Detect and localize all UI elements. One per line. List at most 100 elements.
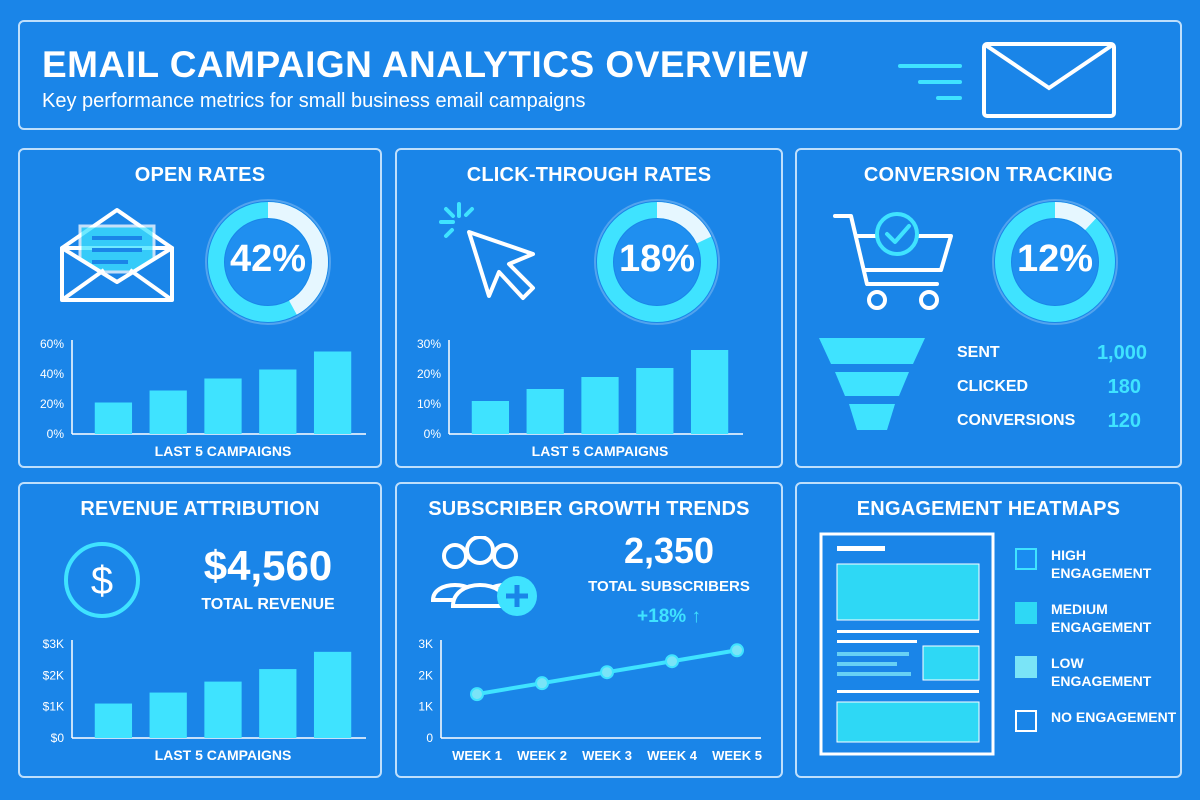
revenue-bar-chart: $0 $1K $2K $3K LAST 5 CAMPAIGNS bbox=[43, 637, 366, 763]
revenue-amount: $4,560 bbox=[203, 542, 333, 589]
xtick-label: WEEK 3 bbox=[582, 748, 632, 763]
open_rates_chart-ytick: 60% bbox=[40, 337, 64, 351]
line-point-2 bbox=[535, 676, 549, 691]
revenue_chart-ytick: $1K bbox=[43, 700, 64, 714]
bar-3 bbox=[581, 377, 619, 434]
funnel-sent-label: SENT bbox=[957, 344, 1000, 361]
bar-5 bbox=[313, 351, 352, 434]
funnel-sent-value: 1,000 bbox=[1096, 342, 1147, 364]
subscriber_chart-ytick: 2K bbox=[418, 668, 433, 682]
page-heatmap-illustration bbox=[819, 532, 995, 761]
click-through-card: CLICK-THROUGH RATES 18% 0% 10% 20% 30% LAST … bbox=[395, 148, 783, 468]
open_rates_chart-ytick: 40% bbox=[40, 367, 64, 381]
donut-value-arc bbox=[208, 202, 328, 322]
open_rates_chart-ytick: 20% bbox=[40, 397, 64, 411]
bar-1 bbox=[94, 402, 133, 434]
bar-2 bbox=[526, 389, 564, 434]
bar-5 bbox=[690, 350, 729, 434]
open-rates-bar-chart: 0% 20% 40% 60% LAST 5 CAMPAIGNS bbox=[40, 337, 366, 459]
line-point-5 bbox=[730, 643, 744, 658]
funnel-conversions-value: 120 bbox=[1107, 410, 1141, 432]
donut-center bbox=[225, 219, 311, 305]
legend-label-low: LOW ENGAGEMENT bbox=[1051, 655, 1152, 689]
legend-swatch-none bbox=[1015, 710, 1037, 732]
line-point-3 bbox=[600, 665, 614, 680]
heatmap-card: ENGAGEMENT HEATMAPS HIGH ENGAGEMENT MEDI… bbox=[795, 482, 1182, 778]
bar-4 bbox=[259, 369, 297, 434]
bar-2 bbox=[149, 390, 187, 434]
heatmap-title: ENGAGEMENT HEATMAPS bbox=[856, 498, 1121, 520]
funnel-icon bbox=[817, 336, 927, 451]
ctr_chart-ytick: 10% bbox=[417, 397, 441, 411]
line-point-4 bbox=[665, 654, 679, 669]
legend-label-medium: MEDIUM ENGAGEMENT bbox=[1051, 601, 1152, 635]
revenue-title: REVENUE ATTRIBUTION bbox=[80, 498, 320, 520]
revenue-card: REVENUE ATTRIBUTION $ $4,560 TOTAL REVEN… bbox=[18, 482, 382, 778]
legend-swatch-low bbox=[1015, 656, 1037, 678]
subscriber_chart-ytick: 3K bbox=[418, 637, 433, 651]
conversion-title: CONVERSION TRACKING bbox=[863, 164, 1114, 186]
bar-1 bbox=[471, 401, 510, 434]
ctr_chart-ytick: 30% bbox=[417, 337, 441, 351]
page-subtitle: Key performance metrics for small busine… bbox=[42, 90, 586, 112]
svg-text:$: $ bbox=[91, 559, 113, 603]
page-title: EMAIL CAMPAIGN ANALYTICS OVERVIEW bbox=[42, 44, 809, 85]
legend-swatch-medium bbox=[1015, 602, 1037, 624]
add-users-icon bbox=[429, 535, 541, 623]
donut-center bbox=[614, 219, 700, 305]
ctr-donut: 18% bbox=[593, 198, 721, 326]
open-rate-donut: 42% bbox=[204, 198, 332, 326]
xtick-label: WEEK 5 bbox=[712, 748, 762, 763]
subscriber-caption: TOTAL SUBSCRIBERS bbox=[588, 578, 750, 595]
line-point-1 bbox=[470, 687, 484, 702]
subscriber-line-chart: 0 1K 2K 3K WEEK 1 WEEK 2 WEEK 3 WEEK 4 WEEK 5 bbox=[418, 637, 762, 763]
open-rates-title: OPEN RATES bbox=[134, 164, 266, 186]
ctr_chart-ytick: 20% bbox=[417, 367, 441, 381]
subscriber_chart-ytick: 0 bbox=[426, 731, 433, 745]
envelope-icon bbox=[898, 38, 1130, 120]
donut-value-arc bbox=[995, 202, 1115, 322]
revenue_chart-ytick: $3K bbox=[43, 637, 64, 651]
conversion-value: 12% bbox=[1016, 238, 1094, 280]
xtick-label: WEEK 1 bbox=[452, 748, 502, 763]
open-envelope-icon bbox=[58, 204, 176, 309]
bar-3 bbox=[204, 378, 242, 434]
ctr_chart-xlabel: LAST 5 CAMPAIGNS bbox=[532, 443, 669, 459]
subscriber-total: 2,350 bbox=[623, 530, 715, 571]
header-panel: EMAIL CAMPAIGN ANALYTICS OVERVIEW Key pe… bbox=[18, 20, 1182, 130]
open-rate-value: 42% bbox=[229, 238, 307, 280]
open-rates-card: OPEN RATES 42% 0% 20% 40% 60% LAST 5 CAMPAIG… bbox=[18, 148, 382, 468]
bar-1 bbox=[94, 703, 133, 738]
xtick-label: WEEK 4 bbox=[647, 748, 698, 763]
bar-5 bbox=[313, 651, 352, 738]
legend-label-high: HIGH ENGAGEMENT bbox=[1051, 547, 1152, 581]
bar-3 bbox=[204, 681, 242, 738]
ctr-bar-chart: 0% 10% 20% 30% LAST 5 CAMPAIGNS bbox=[417, 337, 743, 459]
dollar-icon: $ bbox=[62, 540, 142, 625]
open_rates_chart-xlabel: LAST 5 CAMPAIGNS bbox=[155, 443, 292, 459]
revenue_chart-xlabel: LAST 5 CAMPAIGNS bbox=[155, 747, 292, 763]
funnel-clicked-label: CLICKED bbox=[957, 378, 1029, 395]
ctr-value: 18% bbox=[618, 238, 696, 280]
open_rates_chart-ytick: 0% bbox=[47, 427, 65, 441]
bar-2 bbox=[149, 692, 187, 738]
conversion-card: CONVERSION TRACKING 12% SENT 1,000 CLICK… bbox=[795, 148, 1182, 468]
legend-swatch-high bbox=[1015, 548, 1037, 570]
cursor-click-icon bbox=[439, 202, 549, 317]
donut-value-arc bbox=[597, 202, 717, 322]
subscriber-growth: +18% ↑ bbox=[637, 606, 701, 627]
click-through-title: CLICK-THROUGH RATES bbox=[466, 164, 712, 186]
conversion-donut: 12% bbox=[991, 198, 1119, 326]
donut-center bbox=[1012, 219, 1098, 305]
subscriber_chart-ytick: 1K bbox=[418, 700, 433, 714]
revenue-caption: TOTAL REVENUE bbox=[201, 596, 335, 613]
cart-check-icon bbox=[833, 208, 957, 317]
legend-label-none: NO ENGAGEMENT bbox=[1051, 709, 1177, 725]
funnel-conversions-label: CONVERSIONS bbox=[957, 412, 1076, 429]
bar-4 bbox=[259, 669, 297, 738]
ctr_chart-ytick: 0% bbox=[424, 427, 442, 441]
xtick-label: WEEK 2 bbox=[517, 748, 567, 763]
subscribers-title: SUBSCRIBER GROWTH TRENDS bbox=[428, 498, 750, 520]
revenue_chart-ytick: $0 bbox=[51, 731, 65, 745]
funnel-clicked-value: 180 bbox=[1107, 376, 1141, 398]
